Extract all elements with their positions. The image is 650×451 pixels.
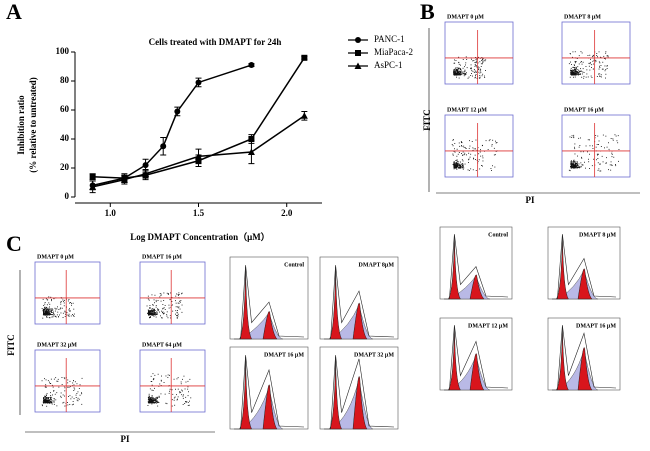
x-axis-label: PI <box>526 195 535 205</box>
marker <box>195 79 202 86</box>
dot-plot: DMAPT 16 μM <box>561 107 631 178</box>
chart-title: Cells treated with DMAPT for 24h <box>149 37 282 47</box>
outline <box>234 355 305 430</box>
dot-plot: DMAPT 64 μM <box>139 342 206 413</box>
outline <box>324 355 395 430</box>
legend-label: PANC-1 <box>374 34 405 44</box>
marker <box>300 112 308 119</box>
histogram: Control <box>439 226 513 300</box>
plot-title: Control <box>488 232 508 238</box>
marker <box>248 136 255 142</box>
dot-plot: DMAPT 32 μM <box>34 342 101 413</box>
g2-peak <box>577 347 593 391</box>
plot-frame <box>444 21 514 85</box>
plot-title: DMAPT 12 μM <box>468 323 508 329</box>
marker <box>142 162 149 169</box>
histogram: DMAPT 32 μM <box>319 346 399 430</box>
outline <box>552 234 617 300</box>
panel-letter: B <box>420 0 435 24</box>
y-tick-label: 60 <box>60 104 70 114</box>
outline <box>552 325 617 391</box>
plot-title: DMAPT 12 μM <box>447 107 487 113</box>
y-tick-label: 0 <box>65 191 70 201</box>
legend-marker <box>354 62 362 69</box>
outline <box>444 234 509 300</box>
panel-letter: C <box>6 231 22 256</box>
x-axis-label: PI <box>121 434 130 444</box>
y-axis-label: Inhibition ratio <box>16 95 26 155</box>
plot-title: DMAPT 16 μM <box>264 352 304 358</box>
histogram: DMAPT 16 μM <box>229 346 309 430</box>
x-tick-label: 1.5 <box>193 208 205 218</box>
plot-title: DMAPT 0 μM <box>447 14 484 20</box>
marker <box>248 62 255 69</box>
y-tick-label: 80 <box>60 75 70 85</box>
y-tick-label: 40 <box>60 133 70 143</box>
histogram: Control <box>229 256 309 340</box>
marker <box>247 148 255 156</box>
y-axis-label: FITC <box>422 109 432 131</box>
dots <box>453 56 487 79</box>
g2-peak <box>469 353 485 391</box>
plot-title: DMAPT 64 μM <box>142 342 182 348</box>
dot-plot: DMAPT 0 μM <box>444 14 514 85</box>
dots <box>147 373 192 407</box>
y-tick-label: 100 <box>56 46 70 56</box>
x-axis-label: Log DMAPT Concentration（μM） <box>130 232 269 242</box>
plot-title: DMAPT 32 μM <box>37 342 77 348</box>
plot-title: DMAPT 8 μM <box>564 14 601 20</box>
plot-title: DMAPT 16 μM <box>142 254 182 260</box>
histogram: DMAPT 8 μM <box>547 226 621 300</box>
x-tick-label: 1.0 <box>105 208 117 218</box>
plot-title: Control <box>284 262 304 268</box>
histogram: DMAPT 8μM <box>319 256 399 340</box>
marker <box>120 176 128 183</box>
dot-plot: DMAPT 16 μM <box>139 254 206 325</box>
marker <box>89 173 96 180</box>
outline <box>324 265 395 340</box>
y-tick-label: 20 <box>60 162 70 172</box>
g2-peak <box>262 311 278 340</box>
legend-marker <box>355 50 361 56</box>
histogram: DMAPT 12 μM <box>439 317 513 391</box>
line <box>92 57 305 179</box>
legend-marker <box>355 37 361 43</box>
plot-title: DMAPT 8 μM <box>579 232 616 238</box>
histogram: DMAPT 16 μM <box>547 317 621 391</box>
x-tick-label: 2.0 <box>281 208 293 218</box>
marker <box>195 152 202 160</box>
legend-label: AsPC-1 <box>374 60 403 70</box>
g2-peak <box>352 376 368 430</box>
dot-plot: DMAPT 8 μM <box>561 14 631 85</box>
dot-plot: DMAPT 0 μM <box>34 254 101 325</box>
dots <box>451 139 498 171</box>
outline <box>234 265 305 340</box>
plot-title: DMAPT 16 μM <box>576 323 616 329</box>
legend-label: MiaPaca-2 <box>374 47 413 57</box>
marker <box>89 183 97 190</box>
outline <box>444 325 509 391</box>
marker <box>301 54 308 61</box>
g2-peak <box>577 268 593 300</box>
dots <box>146 292 183 319</box>
plot-title: DMAPT 32 μM <box>354 352 394 358</box>
marker <box>174 108 181 115</box>
g2-peak <box>469 274 485 300</box>
marker <box>142 170 150 177</box>
plot-title: DMAPT 16 μM <box>564 107 604 113</box>
plot-title: DMAPT 8μM <box>359 262 395 268</box>
y-axis-label: (% relative to untreated) <box>28 77 38 172</box>
plot-title: DMAPT 0 μM <box>37 254 74 260</box>
dot-plot: DMAPT 12 μM <box>444 107 514 178</box>
marker <box>160 143 167 150</box>
panel-letter: A <box>6 0 22 24</box>
y-axis-label: FITC <box>6 334 16 356</box>
dots <box>568 51 609 79</box>
g2-peak <box>262 384 278 430</box>
line <box>92 115 305 188</box>
g2-peak <box>352 302 368 340</box>
